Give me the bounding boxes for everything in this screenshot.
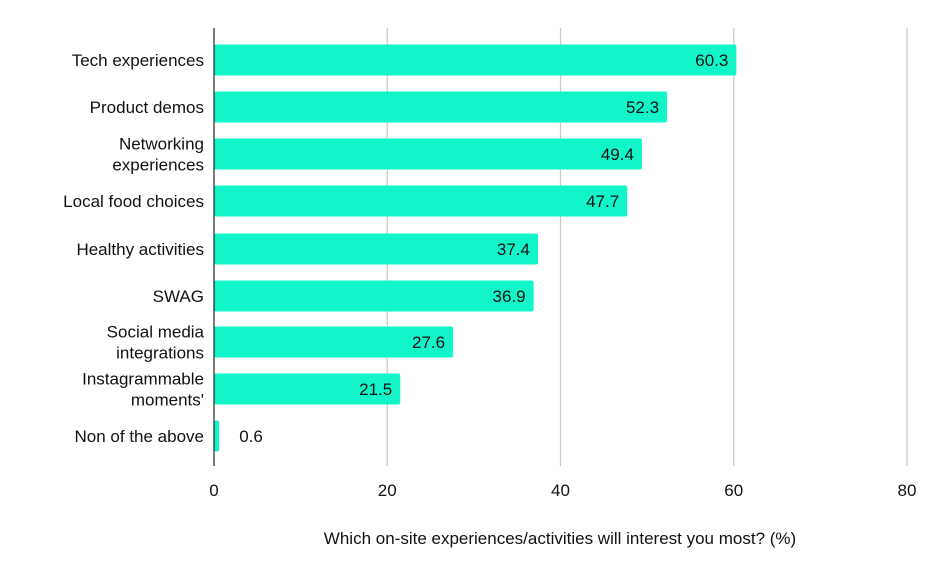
bar — [214, 44, 737, 76]
data-label: 52.3 — [626, 98, 659, 117]
data-label: 60.3 — [695, 51, 728, 70]
bar — [214, 326, 454, 358]
category-label: Local food choices — [63, 192, 204, 211]
category-label: Social media integrations — [107, 323, 205, 363]
data-label: 0.6 — [239, 427, 263, 446]
data-label: 49.4 — [601, 145, 634, 164]
category-label: Instagrammable moments' — [82, 370, 204, 410]
bar — [214, 138, 642, 170]
data-label: 27.6 — [412, 333, 445, 352]
x-tick-label: 80 — [898, 481, 917, 500]
category-label: Product demos — [90, 98, 204, 117]
bar — [214, 420, 220, 452]
category-label: Networking experiences — [112, 135, 204, 175]
x-tick-label: 20 — [378, 481, 397, 500]
x-tick-label: 0 — [209, 481, 218, 500]
bars: 60.3 52.3 49.4 47.7 37.4 36.9 27.6 21.5 0.6 — [214, 44, 737, 452]
category-label: Non of the above — [75, 427, 204, 446]
data-label: 36.9 — [493, 287, 526, 306]
x-tick-label: 40 — [551, 481, 570, 500]
data-label: 47.7 — [586, 192, 619, 211]
bar — [214, 185, 628, 217]
bar — [214, 233, 538, 265]
category-label: Tech experiences — [72, 51, 204, 70]
bar — [214, 280, 534, 312]
bar — [214, 91, 668, 123]
x-tick-label: 60 — [724, 481, 743, 500]
category-label: SWAG — [153, 287, 204, 306]
data-label: 21.5 — [359, 380, 392, 399]
x-tick-labels: 0 20 40 60 80 — [209, 481, 916, 500]
category-labels: Tech experiences Product demos Networking e… — [63, 51, 204, 446]
data-label: 37.4 — [497, 240, 530, 259]
category-label: Healthy activities — [76, 240, 204, 259]
x-axis-title: Which on-site experiences/activities wil… — [324, 529, 796, 548]
bar — [214, 373, 401, 405]
